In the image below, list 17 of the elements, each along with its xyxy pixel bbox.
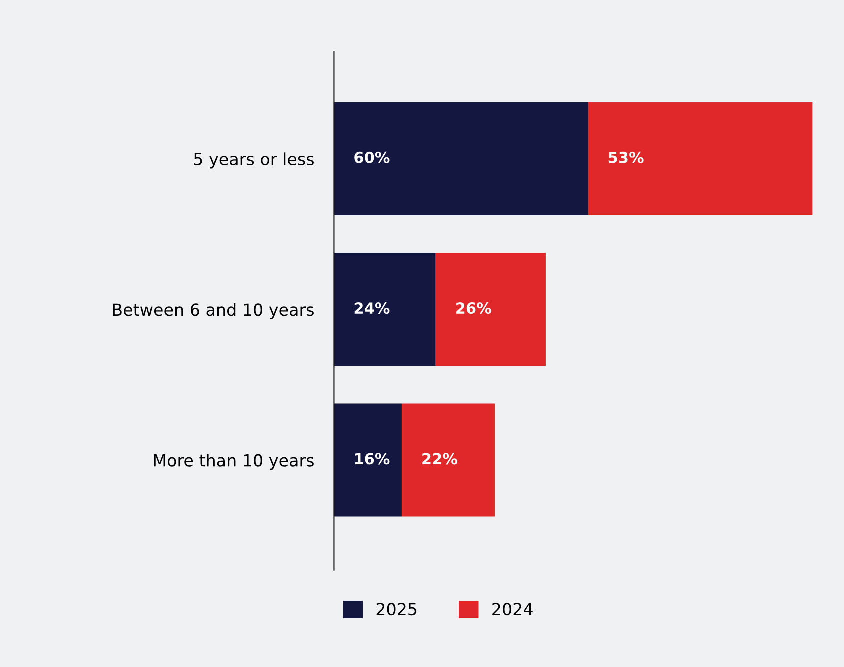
bar [436,253,546,366]
y-tick-label: Between 6 and 10 years [113,303,314,320]
bar [334,253,436,366]
data-label: 26% [456,302,492,314]
y-tick-label: More than 10 years [154,454,314,470]
data-label: 22% [422,453,458,465]
bar [334,102,588,216]
bar [402,404,496,517]
data-label: 60% [354,152,390,164]
bar [588,102,813,216]
legend-label: 2025 [376,603,417,616]
data-label: 24% [354,302,390,314]
legend-label: 2024 [492,603,533,616]
data-label: 53% [608,152,644,164]
data-label: 16% [355,453,390,465]
bar [334,404,402,517]
y-tick-label: 5 years or less [194,152,314,169]
